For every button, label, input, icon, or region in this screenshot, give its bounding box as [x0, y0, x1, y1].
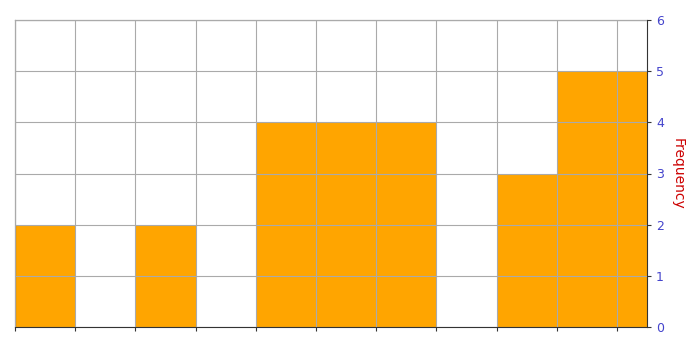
Bar — [496, 174, 556, 327]
Bar — [15, 225, 75, 327]
Y-axis label: Frequency: Frequency — [671, 138, 685, 209]
Bar — [135, 225, 195, 327]
Bar — [556, 71, 617, 327]
Bar — [256, 122, 316, 327]
Bar — [316, 122, 376, 327]
Bar — [376, 122, 436, 327]
Bar — [617, 71, 647, 327]
